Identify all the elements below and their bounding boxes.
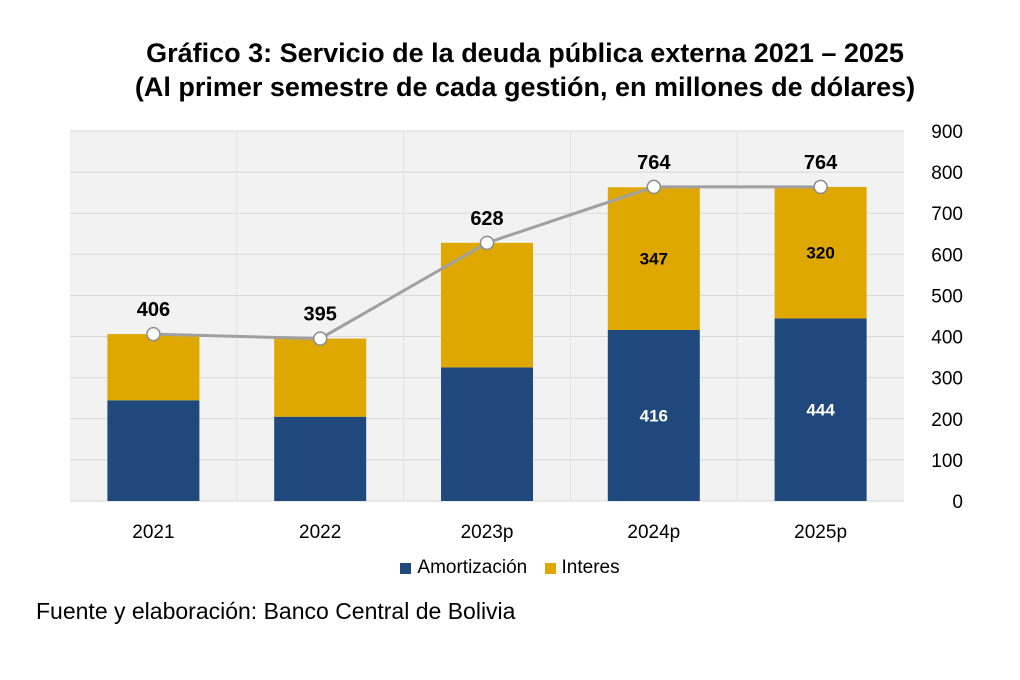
y-tick-label: 900 (931, 122, 963, 143)
total-marker (646, 179, 662, 195)
legend-swatch-interes (544, 562, 556, 574)
chart-title-line2: (Al primer semestre de cada gestión, en … (134, 72, 916, 102)
y-tick-label: 100 (931, 451, 963, 472)
y-tick-label: 200 (931, 410, 963, 431)
bar-interes (274, 338, 367, 417)
bar-interes (441, 242, 533, 368)
y-tick-label: 400 (931, 328, 963, 349)
bar-interes (774, 186, 867, 319)
total-label: 764 (637, 152, 671, 174)
legend-item-amortizacion: Amortización (400, 557, 527, 579)
bar-amortizacion (441, 367, 533, 501)
total-label: 395 (304, 304, 337, 326)
total-marker (479, 235, 495, 251)
bar-interes (607, 187, 700, 330)
total-label: 764 (804, 152, 838, 174)
data-label-amortizacion: 444 (806, 401, 835, 420)
legend-label-interes: Interes (561, 557, 620, 578)
data-label-interes: 320 (806, 244, 834, 263)
y-axis: 0 100 200 300 400 500 600 700 800 900 (931, 122, 963, 513)
x-axis: 2021 2022 2023p 2024p 2025p (132, 522, 847, 543)
bar-labels: 416 347 444 320 (640, 244, 836, 426)
bar-amortizacion (274, 416, 367, 501)
bar-amortizacion (607, 329, 700, 501)
chart-title: Gráfico 3: Servicio de la deuda pública … (60, 36, 990, 104)
x-tick-label: 2023p (461, 522, 514, 543)
chart-area: 416 347 444 320 406 395 628 764 764 0 100 200 300 4… (70, 122, 963, 543)
y-tick-label: 500 (931, 286, 963, 307)
bar-interes (107, 334, 200, 401)
total-line (146, 179, 828, 346)
total-marker (813, 179, 828, 195)
total-label: 628 (470, 208, 503, 230)
total-label: 406 (137, 299, 170, 321)
legend-label-amortizacion: Amortización (417, 557, 528, 578)
total-marker (146, 326, 161, 342)
bar-amortizacion (107, 400, 200, 501)
total-labels: 406 395 628 764 764 (137, 152, 838, 326)
x-tick-label: 2021 (132, 522, 174, 543)
x-tick-label: 2024p (627, 522, 680, 543)
x-tick-label: 2022 (299, 522, 341, 543)
bar-amortizacion (774, 318, 867, 501)
chart-title-line1: Gráfico 3: Servicio de la deuda pública … (146, 38, 904, 68)
data-label-amortizacion: 416 (640, 406, 668, 425)
legend: Amortización Interes (0, 557, 1020, 580)
y-tick-label: 300 (931, 369, 963, 390)
y-tick-label: 600 (931, 245, 963, 266)
legend-item-interes: Interes (544, 557, 620, 579)
total-marker (312, 331, 328, 346)
y-tick-label: 0 (952, 492, 963, 513)
bars (107, 186, 867, 501)
legend-swatch-amortizacion (400, 562, 412, 574)
data-label-interes: 347 (640, 250, 668, 269)
y-tick-label: 700 (931, 204, 963, 225)
x-tick-label: 2025p (794, 522, 847, 543)
y-tick-label: 800 (931, 163, 963, 184)
source-note: Fuente y elaboración: Banco Central de B… (36, 598, 516, 624)
